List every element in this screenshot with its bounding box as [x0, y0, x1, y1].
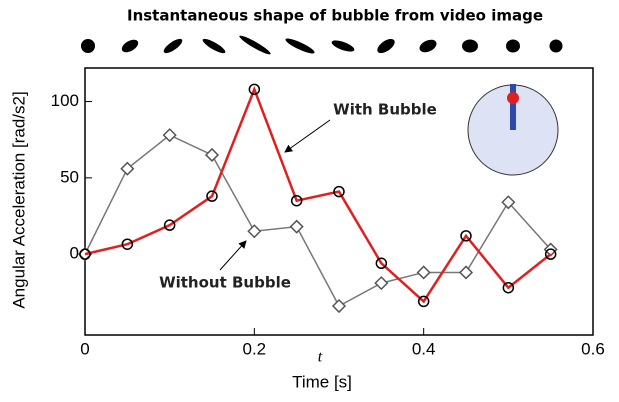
- x-tick-label: 0.6: [581, 339, 605, 358]
- x-axis-label: Time [s]: [292, 372, 352, 391]
- y-tick-label: 100: [51, 91, 79, 110]
- y-tick-label: 50: [60, 167, 79, 186]
- data-point: [458, 265, 474, 280]
- data-point: [375, 257, 388, 270]
- series: [79, 83, 557, 308]
- with-bubble-label: With Bubble: [333, 101, 437, 119]
- data-point: [248, 83, 261, 96]
- x-tick-label: 0.4: [412, 339, 436, 358]
- data-point: [289, 219, 304, 234]
- data-point: [501, 195, 516, 210]
- data-point: [374, 276, 389, 291]
- data-point: [121, 238, 134, 250]
- data-point: [333, 185, 345, 198]
- annotation-arrow: [284, 119, 331, 153]
- bubble-shapes: [81, 35, 563, 55]
- data-point: [163, 219, 176, 231]
- annotation-arrow: [219, 240, 247, 271]
- y-axis-label: Angular Acceleration [rad/s2]: [9, 91, 28, 308]
- data-point: [79, 248, 91, 260]
- x-tick-label: 0.2: [243, 339, 267, 358]
- inset-diagram: [467, 84, 559, 176]
- data-point: [204, 147, 220, 163]
- data-point: [247, 224, 262, 239]
- data-point: [502, 281, 515, 294]
- chart-title: Instantaneous shape of bubble from video…: [127, 7, 543, 25]
- series-line: [84, 85, 552, 304]
- data-point: [290, 194, 303, 207]
- data-point: [544, 248, 557, 260]
- series-line: [84, 134, 552, 308]
- x-tick-label: 0: [80, 339, 89, 358]
- data-point: [331, 298, 347, 314]
- data-point: [162, 128, 177, 143]
- data-point: [206, 190, 218, 202]
- data-point: [460, 230, 472, 242]
- data-point: [120, 161, 135, 176]
- without-bubble-label: Without Bubble: [159, 274, 291, 292]
- plot-frame: [84, 67, 594, 336]
- data-point: [416, 265, 431, 280]
- data-point: [417, 295, 430, 308]
- x-axis-symbol: t: [318, 349, 323, 366]
- y-tick-label: 0: [70, 244, 79, 263]
